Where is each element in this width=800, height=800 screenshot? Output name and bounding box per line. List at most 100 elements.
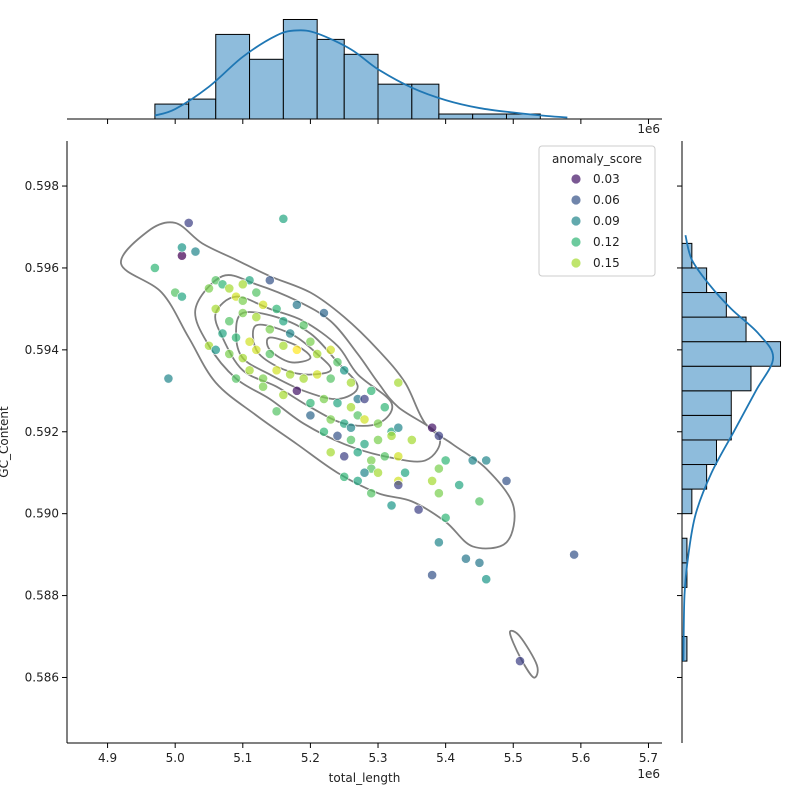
- x-axis-label: total_length: [329, 771, 401, 785]
- kde-contour-6: [508, 629, 539, 679]
- x-hist-bar-10: [472, 113, 507, 120]
- scatter-point-57: [278, 390, 289, 400]
- scatter-point-87: [339, 451, 350, 462]
- scatter-point-60: [332, 398, 343, 408]
- scatter-point-114: [461, 553, 471, 564]
- legend-label-1: 0.06: [593, 193, 620, 207]
- scatter-point-24: [319, 308, 329, 318]
- legend-frame: [538, 145, 656, 277]
- scatter-point-98: [352, 476, 363, 486]
- scatter-point-81: [373, 435, 383, 445]
- y-tick-label-0: 0.586: [25, 670, 59, 684]
- y-tick-label-2: 0.590: [25, 507, 59, 521]
- y-tick-label-4: 0.594: [25, 343, 59, 357]
- scatter-point-61: [346, 402, 356, 413]
- legend-title: anomaly_score: [552, 152, 642, 166]
- y-hist-bar-7: [681, 464, 708, 490]
- scatter-point-56: [258, 381, 268, 392]
- scatter-point-104: [440, 455, 451, 466]
- scatter-point-117: [427, 570, 438, 580]
- scatter-point-20: [251, 312, 262, 322]
- scatter-point-34: [224, 349, 235, 359]
- scatter-point-77: [319, 426, 329, 437]
- scatter-point-79: [346, 435, 356, 445]
- scatter-point-76: [393, 422, 404, 433]
- scatter-point-layer: [149, 213, 580, 666]
- x-tick-label-8: 5.7: [639, 751, 658, 765]
- scatter-point-94: [373, 467, 383, 478]
- scatter-point-31: [298, 320, 309, 331]
- scatter-point-119: [515, 656, 525, 666]
- scatter-point-38: [278, 340, 289, 351]
- y-hist-bar-8: [681, 439, 717, 466]
- scatter-point-14: [264, 275, 275, 286]
- y-hist-bar-10: [681, 390, 732, 416]
- y-hist-bar-4: [681, 537, 688, 564]
- legend-marker-3: [571, 237, 581, 247]
- y-tick-label-3: 0.592: [25, 425, 59, 439]
- scatter-point-96: [339, 471, 350, 482]
- scatter-point-16: [251, 287, 262, 298]
- x-hist-bar-9: [438, 113, 474, 120]
- x-hist-bar-7: [377, 83, 413, 120]
- scatter-point-111: [474, 496, 485, 507]
- y-hist-bar-6: [681, 488, 693, 515]
- scatter-point-78: [332, 430, 343, 441]
- scatter-point-73: [359, 414, 370, 425]
- scatter-point-113: [433, 537, 444, 548]
- scatter-point-64: [366, 385, 377, 396]
- x-hist-offset-label: 1e6: [637, 122, 660, 136]
- scatter-point-33: [210, 344, 221, 355]
- scatter-point-106: [433, 488, 444, 499]
- scatter-point-65: [379, 402, 390, 413]
- scatter-point-39: [291, 344, 302, 355]
- scatter-point-46: [244, 365, 255, 376]
- scatter-point-86: [325, 447, 336, 458]
- scatter-point-35: [237, 353, 248, 363]
- x-hist-bar-4: [282, 18, 318, 120]
- y-tick-label-5: 0.596: [25, 261, 59, 275]
- scatter-point-42: [325, 344, 336, 355]
- x-marginal-histogram: [154, 18, 568, 120]
- scatter-point-47: [258, 373, 268, 384]
- scatter-point-101: [386, 500, 397, 511]
- scatter-point-43: [332, 357, 343, 368]
- y-hist-bar-11: [681, 365, 752, 392]
- legend: anomaly_score 0.03 0.06 0.09 0.12 0.15: [538, 145, 656, 277]
- scatter-point-116: [481, 574, 492, 585]
- scatter-point-97: [359, 467, 370, 478]
- scatter-point-102: [413, 504, 424, 515]
- legend-marker-1: [571, 195, 581, 205]
- scatter-point-10: [224, 283, 235, 294]
- y-tick-label-6: 0.598: [25, 179, 59, 193]
- scatter-point-29: [278, 316, 289, 327]
- scatter-point-90: [379, 451, 390, 462]
- kde-contour-1: [194, 274, 441, 463]
- scatter-point-40: [305, 336, 316, 347]
- y-kde-curve: [682, 234, 775, 662]
- scatter-point-12: [237, 295, 248, 306]
- scatter-point-67: [271, 406, 282, 417]
- scatter-point-7: [204, 283, 214, 294]
- legend-label-3: 0.12: [593, 235, 620, 249]
- y-hist-bar-15: [681, 267, 708, 294]
- scatter-point-21: [258, 299, 268, 310]
- scatter-point-22: [271, 304, 282, 314]
- scatter-point-118: [569, 549, 580, 560]
- scatter-point-74: [373, 418, 383, 429]
- legend-label-0: 0.03: [593, 172, 620, 186]
- x-tick-label-6: 5.5: [504, 751, 523, 765]
- scatter-point-26: [231, 332, 241, 343]
- scatter-point-27: [244, 336, 255, 347]
- scatter-point-49: [285, 369, 296, 380]
- scatter-point-59: [319, 394, 329, 404]
- scatter-point-88: [352, 447, 363, 458]
- scatter-point-37: [264, 349, 275, 359]
- x-hist-bar-5: [316, 38, 345, 120]
- scatter-point-66: [393, 377, 404, 388]
- x-hist-bar-1: [188, 98, 217, 120]
- scatter-point-41: [312, 349, 323, 359]
- legend-marker-2: [571, 216, 581, 226]
